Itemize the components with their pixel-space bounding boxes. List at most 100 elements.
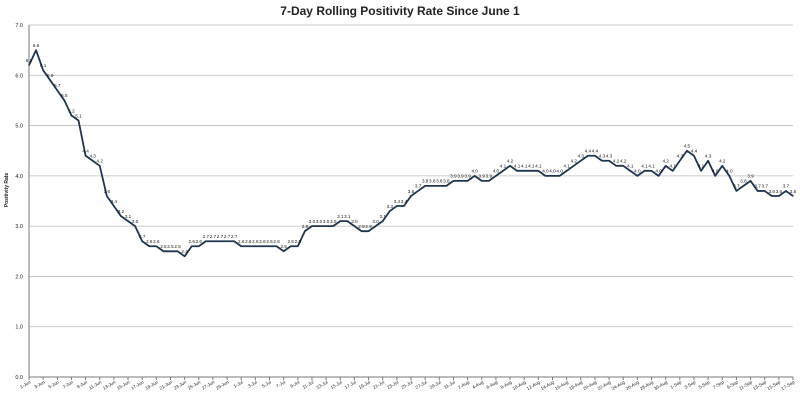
data-label: 3.4	[394, 199, 401, 204]
data-point	[792, 195, 794, 197]
data-point	[212, 240, 214, 242]
data-point	[77, 119, 80, 122]
data-label: 2.9	[365, 224, 372, 229]
x-tick-label: 3-Jul	[247, 380, 258, 389]
data-point	[424, 185, 426, 187]
data-label: 4.1	[521, 164, 528, 169]
y-tick-label: 7.0	[15, 23, 23, 29]
data-point	[657, 175, 660, 177]
data-label: 4.1	[500, 164, 507, 169]
data-label: 3.8	[740, 179, 747, 184]
data-label: 5.1	[75, 113, 82, 118]
data-label: 4.1	[648, 164, 655, 169]
data-label: 2.6	[238, 239, 245, 244]
data-label: 4.3	[705, 154, 712, 159]
x-tick-label: 14-Aug	[540, 379, 555, 391]
data-point	[49, 79, 51, 81]
data-label: 3.0	[323, 219, 330, 224]
x-tick-label: 25-Jun	[187, 379, 202, 390]
data-point	[261, 245, 264, 247]
data-point	[636, 175, 638, 177]
data-point	[268, 245, 271, 247]
data-point	[417, 190, 419, 192]
x-tick-label: 26-Aug	[625, 379, 640, 391]
x-tick-labels: 1-Jun 3-Jun 5-Jun 7-Jun 9-Jun 11-Jun 13-Jun 15-…	[19, 379, 796, 391]
data-point	[382, 220, 384, 222]
series	[28, 49, 794, 258]
data-label: 2.6	[146, 239, 153, 244]
x-tick-label: 2-Aug	[457, 379, 470, 390]
data-point	[474, 175, 476, 177]
x-tick-label: 29-Jun	[215, 379, 230, 390]
data-point	[283, 250, 285, 252]
data-label: 5.7	[54, 83, 61, 88]
data-point	[558, 175, 561, 177]
x-tick-label: 6-Aug	[485, 379, 498, 390]
data-point	[254, 245, 256, 247]
data-point	[488, 180, 490, 182]
data-label: 3.1	[344, 214, 351, 219]
x-tick-label: 3-Sep	[684, 379, 697, 390]
data-point	[155, 245, 157, 247]
data-point	[728, 175, 730, 177]
data-label: 6.1	[40, 63, 47, 68]
data-point	[707, 160, 709, 162]
x-tick-label: 19-Jul	[358, 380, 371, 390]
x-tick-label: 24-Aug	[611, 379, 626, 391]
data-label: 2.6	[295, 239, 302, 244]
data-label: 2.7	[210, 234, 217, 239]
data-label: 2.7	[231, 234, 238, 239]
data-point	[56, 89, 58, 91]
data-label: 4.2	[507, 159, 514, 164]
data-label: 3.9	[486, 174, 493, 179]
data-point	[325, 225, 327, 227]
data-point	[530, 170, 532, 172]
data-point	[573, 165, 575, 167]
data-point	[410, 195, 412, 197]
x-tick-label: 28-Aug	[639, 379, 654, 391]
data-point	[566, 170, 568, 172]
data-point	[537, 170, 539, 172]
data-point	[339, 220, 341, 222]
x-tick-label: 21-Jun	[159, 379, 174, 390]
data-point	[629, 170, 631, 172]
data-point	[240, 245, 242, 247]
x-tick-label: 22-Aug	[597, 379, 612, 391]
data-point	[42, 69, 44, 71]
data-point	[120, 215, 122, 217]
data-point	[622, 165, 624, 167]
data-label: 3.8	[422, 179, 429, 184]
data-label: 3.7	[733, 184, 740, 189]
x-tick-label: 16-Aug	[554, 379, 569, 391]
x-tick-label: 5-Sep	[698, 379, 711, 390]
data-point	[495, 175, 497, 177]
data-label: 4.2	[97, 159, 104, 164]
x-tick-label: 12-Aug	[526, 379, 541, 391]
data-point	[92, 160, 94, 162]
y-tick-label: 1.0	[15, 325, 23, 331]
data-label: 3.0	[351, 219, 358, 224]
data-label: 2.9	[302, 224, 309, 229]
data-label: 2.6	[189, 239, 196, 244]
data-point	[219, 240, 221, 242]
data-label: 2.9	[358, 224, 365, 229]
data-point	[134, 225, 136, 227]
x-tick-label: 13-Sep	[752, 379, 767, 391]
x-tick-label: 9-Sep	[726, 379, 739, 390]
data-point	[346, 220, 348, 222]
x-tick-label: 27-Jun	[201, 379, 216, 390]
x-tick-label: 31-Jul	[443, 380, 456, 390]
data-label: 3.7	[754, 184, 761, 189]
data-label: 2.6	[273, 239, 280, 244]
x-tick-label: 11-Sep	[738, 379, 753, 391]
data-point	[106, 195, 108, 197]
data-point	[608, 160, 610, 162]
data-label: 3.0	[330, 219, 337, 224]
gridlines	[29, 24, 793, 328]
data-point	[452, 180, 455, 182]
data-label: 2.7	[139, 234, 146, 239]
data-point	[70, 114, 73, 117]
data-label: 4.0	[712, 169, 719, 174]
data-point	[233, 240, 235, 242]
data-point	[396, 205, 398, 207]
